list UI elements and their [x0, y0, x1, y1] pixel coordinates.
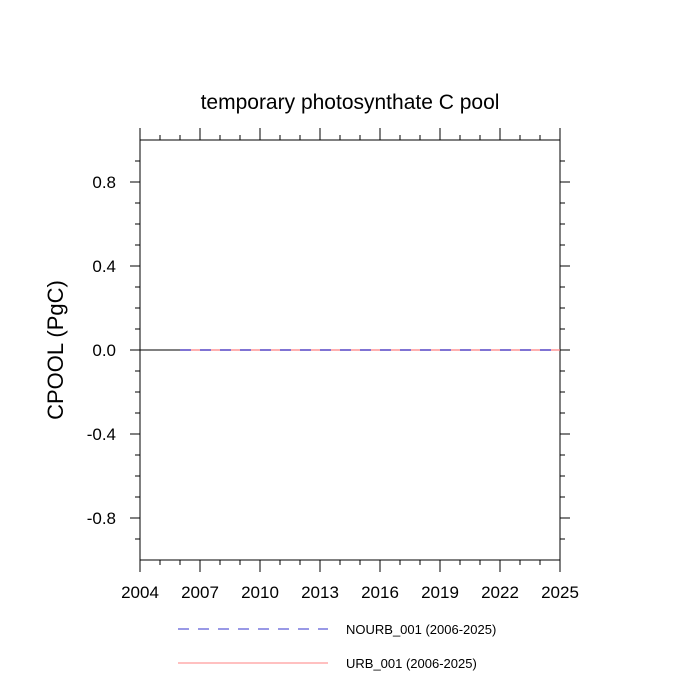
x-tick-label: 2022: [481, 583, 519, 602]
x-tick-label: 2007: [181, 583, 219, 602]
legend-label: NOURB_001 (2006-2025): [346, 622, 496, 637]
y-tick-label: -0.8: [87, 509, 116, 528]
y-tick-label: 0.4: [92, 257, 116, 276]
y-tick-label: -0.4: [87, 425, 116, 444]
legend-label: URB_001 (2006-2025): [346, 656, 477, 671]
x-tick-label: 2010: [241, 583, 279, 602]
y-tick-label: 0.8: [92, 173, 116, 192]
x-tick-label: 2013: [301, 583, 339, 602]
legend: NOURB_001 (2006-2025) URB_001 (2006-2025): [178, 622, 496, 671]
chart-title: temporary photosynthate C pool: [201, 91, 500, 114]
y-axis-label: CPOOL (PgC): [43, 280, 68, 420]
y-tick-label: 0.0: [92, 341, 116, 360]
x-tick-label: 2019: [421, 583, 459, 602]
x-tick-label: 2025: [541, 583, 579, 602]
x-tick-label: 2016: [361, 583, 399, 602]
x-tick-label: 2004: [121, 583, 159, 602]
axes: 2004 2007 2010 2013 2016 2019 2022 2025 -0.8 -0.4…: [87, 128, 579, 602]
